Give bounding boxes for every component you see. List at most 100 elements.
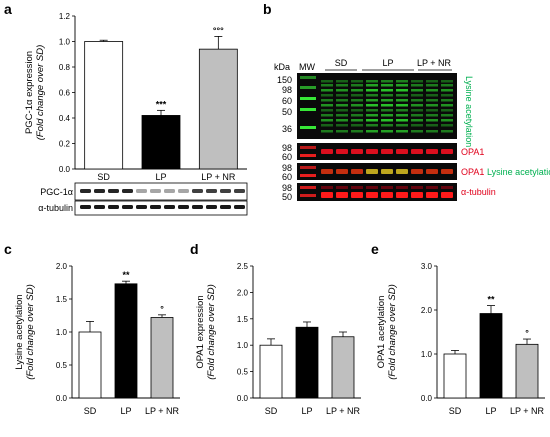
blot-b-merge-band xyxy=(381,169,393,174)
ylabel-e: OPA1 acetylation xyxy=(376,296,387,369)
blot-b-acetyl-band xyxy=(396,114,408,117)
blot-a-label-pgc1a: PGC-1α xyxy=(40,187,73,197)
ytick-label-a: 0.8 xyxy=(59,63,71,72)
significance-a-3: °°° xyxy=(213,25,224,35)
blot-b-acetyl-band xyxy=(366,119,378,122)
blot-a-band-tubulin xyxy=(80,205,91,209)
blot-b-opa1-band xyxy=(336,149,348,154)
kda-50: 50 xyxy=(282,107,292,117)
blot-a-band-pgc1a xyxy=(80,189,91,193)
bar-c-3 xyxy=(150,317,174,399)
blot-b-tub-band xyxy=(321,192,333,198)
category-label-a-2: LP xyxy=(155,172,166,182)
ytick-label-c: 1.5 xyxy=(56,295,68,304)
blot-b-acetyl-band xyxy=(351,109,363,112)
blot-b-acetyl-band xyxy=(321,109,333,112)
blot-b-opa1-band xyxy=(396,149,408,154)
blot-a-band-pgc1a xyxy=(234,189,245,193)
blot-b-acetyl-band xyxy=(321,124,333,127)
blot-b-side-merge-opa1: OPA1 xyxy=(461,167,484,177)
blot-b-acetyl-band xyxy=(426,124,438,127)
blot-b-ladder-band xyxy=(300,108,316,111)
blot-b-merge-band xyxy=(396,169,408,174)
blot-b-acetyl-band xyxy=(381,119,393,122)
blot-b-acetyl-band xyxy=(441,99,453,102)
significance-e-3: ° xyxy=(525,328,529,338)
blot-b-ladder-band xyxy=(300,97,316,100)
blot-b-opa1-band xyxy=(441,149,453,154)
blot-b-tub-band xyxy=(336,192,348,198)
blot-b-acetyl-band xyxy=(336,84,348,87)
blot-b-opa1-band xyxy=(366,149,378,154)
ylabel-sub-d: (Fold change over SD) xyxy=(206,284,217,380)
blot-b-acetyl-band xyxy=(411,84,423,87)
category-label-d-3: LP + NR xyxy=(326,406,361,416)
panel-label-d: d xyxy=(190,241,199,257)
ylabel-a: PGC-1α expression xyxy=(24,51,35,134)
significance-a-2: *** xyxy=(156,99,167,109)
blot-b-acetyl-band xyxy=(381,94,393,97)
blot-b-tub-band xyxy=(381,192,393,198)
blot-b-acetyl-band xyxy=(366,84,378,87)
bar-chart-a: 0.0 0.2 0.4 0.6 0.8 1.0 1.2 PGC-1α expression (F… xyxy=(24,12,247,182)
blot-b-acetyl-band xyxy=(396,89,408,92)
ytick-label-a: 1.2 xyxy=(59,12,71,21)
blot-b-acetyl-band xyxy=(366,109,378,112)
significance-c-2: ** xyxy=(122,270,130,280)
blot-b-group-lpnr: LP + NR xyxy=(417,58,452,68)
ytick-label-e: 3.0 xyxy=(421,262,433,271)
kda-150: 150 xyxy=(277,75,292,85)
blot-b-tub-faint xyxy=(366,186,378,189)
blot-b-acetyl-band xyxy=(321,104,333,107)
blot-b-acetyl-band xyxy=(396,109,408,112)
blot-b-tub-faint xyxy=(336,186,348,189)
blot-b-acetyl-band xyxy=(381,130,393,133)
ytick-label-c: 0.0 xyxy=(56,394,68,403)
blot-a-band-pgc1a xyxy=(108,189,119,193)
blot-a-band-tubulin xyxy=(136,205,147,209)
ytick-label-e: 0.0 xyxy=(421,394,433,403)
blot-b-acetyl-band xyxy=(321,119,333,122)
bar-c-1 xyxy=(78,331,102,399)
kda-98: 98 xyxy=(282,85,292,95)
blot-b-acetyl-band xyxy=(351,94,363,97)
blot-b-acetyl-band xyxy=(381,84,393,87)
blot-b-acetyl-band xyxy=(381,80,393,83)
blot-b-acetyl-band xyxy=(321,80,333,83)
blot-b-opa1-bands xyxy=(300,146,453,157)
blot-b-acetyl-band xyxy=(411,104,423,107)
blot-b-ladder-band xyxy=(300,76,316,79)
blot-b-tub-faint xyxy=(396,186,408,189)
ylabel-sub-a: (Fold change over SD) xyxy=(35,45,46,141)
blot-b-kda-title: kDa xyxy=(274,62,290,72)
ytick-label-a: 0.0 xyxy=(59,165,71,174)
blot-b-acetyl-band xyxy=(396,94,408,97)
blot-b-acetyl-band xyxy=(411,80,423,83)
ytick-label-c: 2.0 xyxy=(56,262,68,271)
blot-b-acetyl-band xyxy=(441,84,453,87)
category-label-d-1: SD xyxy=(265,406,278,416)
category-label-a-1: SD xyxy=(97,172,110,182)
blot-b-merge-band xyxy=(441,169,453,174)
category-label-c-2: LP xyxy=(120,406,131,416)
kda-merge-60: 60 xyxy=(282,172,292,182)
blot-b-merge-band xyxy=(411,169,423,174)
ytick-label-a: 0.4 xyxy=(59,114,71,123)
blot-b-acetyl-band xyxy=(336,94,348,97)
blot-b-acetyl-band xyxy=(426,104,438,107)
blot-b-merge-band xyxy=(321,169,333,174)
blot-b-acetyl-band xyxy=(366,130,378,133)
blot-b-acetyl-band xyxy=(351,89,363,92)
blot-b-acetyl-band xyxy=(381,109,393,112)
blot-b-acetyl-band xyxy=(396,99,408,102)
blot-a-label-tubulin: α-tubulin xyxy=(38,203,73,213)
blot-b-acetyl-band xyxy=(396,124,408,127)
ytick-label-a: 1.0 xyxy=(59,38,71,47)
blot-b-acetyl-band xyxy=(426,130,438,133)
blot-a-band-tubulin xyxy=(122,205,133,209)
blot-b-opa1-band xyxy=(381,149,393,154)
blot-b-ladder-band xyxy=(300,86,316,89)
bar-chart-e: 0.0 1.0 2.0 3.0 OPA1 acetylation (Fold change… xyxy=(376,262,545,416)
blot-b-acetyl-band xyxy=(411,119,423,122)
blot-b-acetyl-band xyxy=(381,124,393,127)
